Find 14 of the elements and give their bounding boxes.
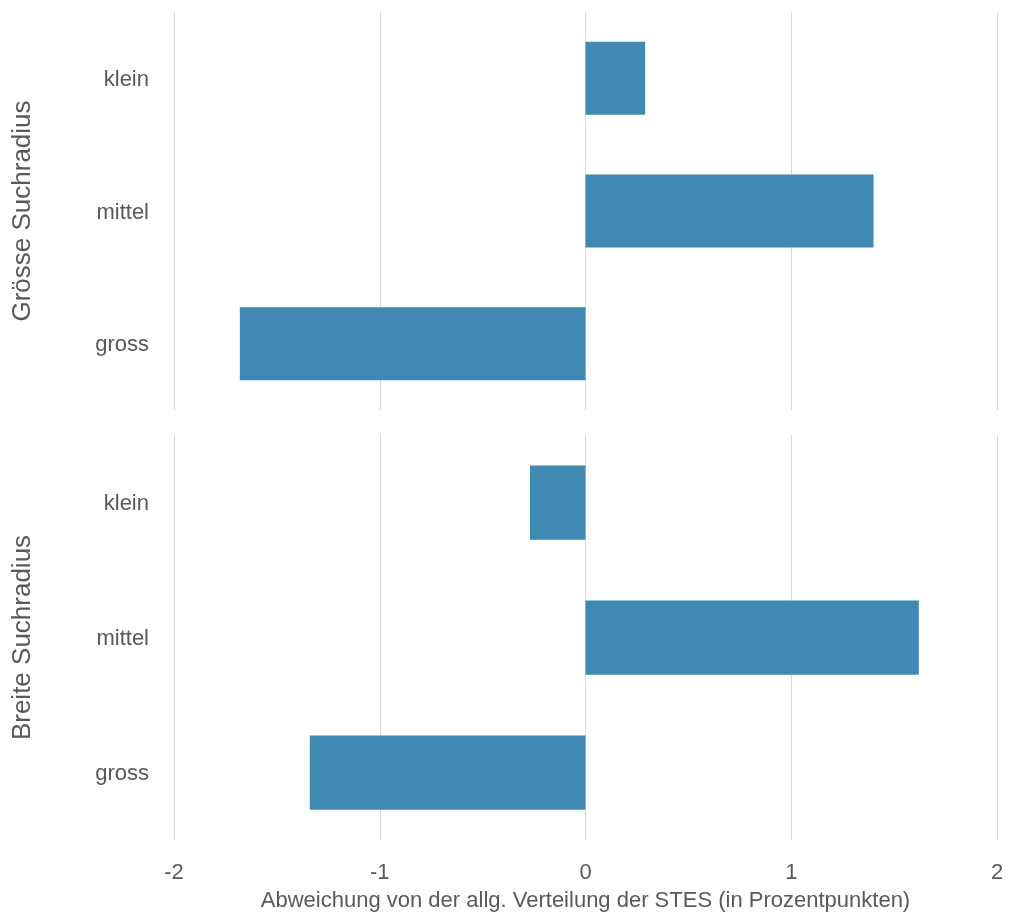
y-axis-title: Grösse Suchradius [6,100,36,322]
y-tick-label: gross [95,760,149,785]
x-axis-title: Abweichung von der allg. Verteilung der STES (in Prozentpunkten) [260,886,911,912]
x-tick-label: 1 [785,858,798,884]
y-tick-label: klein [103,490,149,515]
y-tick-label: klein [103,65,149,91]
y-axis-title: Breite Suchradius [6,534,36,741]
y-tick-label: mittel [96,198,149,224]
x-tick-label: 2 [990,858,1004,884]
y-tick-label: mittel [96,625,149,650]
y-tick-label: gross [95,331,149,357]
x-tick-label: 0 [579,858,592,884]
x-tick-label: -2 [164,858,184,884]
x-tick-label: -1 [369,858,390,884]
